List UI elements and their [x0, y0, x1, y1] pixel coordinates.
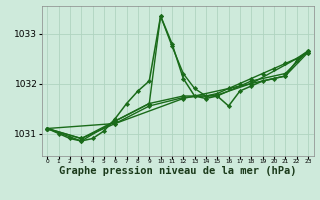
- X-axis label: Graphe pression niveau de la mer (hPa): Graphe pression niveau de la mer (hPa): [59, 166, 296, 176]
